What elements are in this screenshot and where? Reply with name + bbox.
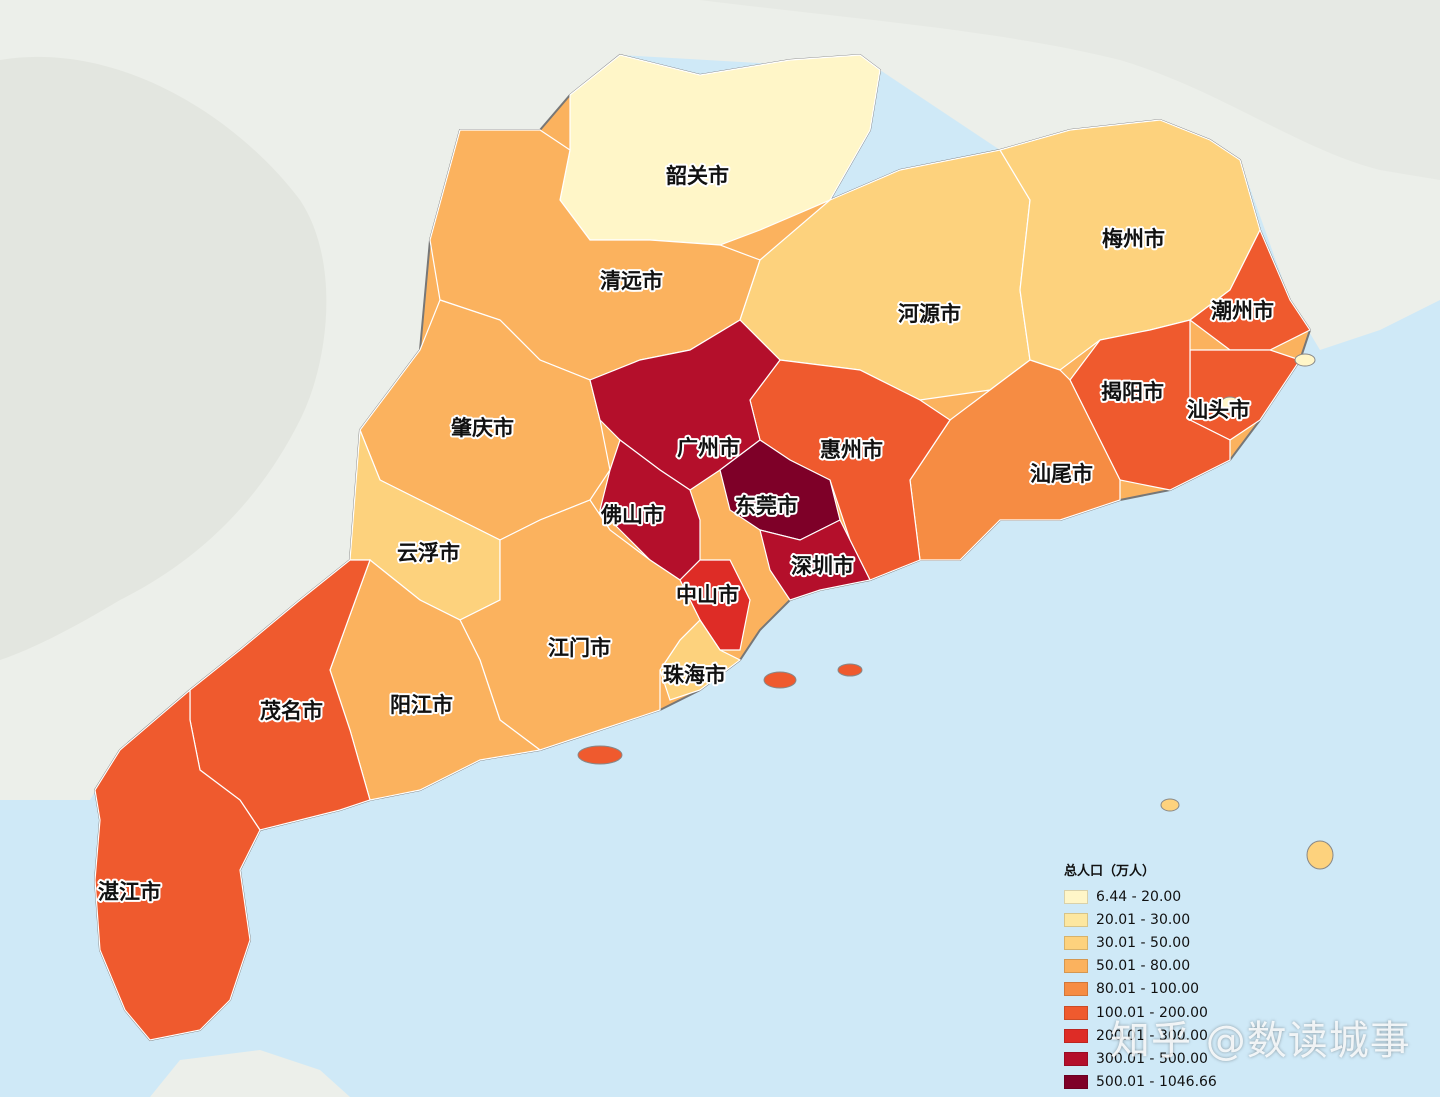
legend-label: 100.01 - 200.00 [1096, 1004, 1208, 1021]
legend-swatch [1064, 912, 1088, 927]
watermark: 知乎 @数读城事 [1110, 1018, 1411, 1064]
islands [577, 353, 1334, 870]
island [763, 671, 797, 689]
legend-item: 500.01 - 1046.66 [1064, 1071, 1284, 1094]
legend-label: 200.01 - 300.00 [1096, 1027, 1208, 1044]
city-label-maoming: 茂名市 [260, 699, 323, 723]
legend-item: 20.01 - 30.00 [1064, 908, 1284, 931]
city-label-jieyang: 揭阳市 [1101, 380, 1164, 404]
city-label-chaozhou: 潮州市 [1211, 299, 1274, 323]
island [1160, 798, 1180, 812]
legend-item: 30.01 - 50.00 [1064, 931, 1284, 954]
island [837, 663, 863, 677]
city-label-zhongshan: 中山市 [676, 583, 739, 607]
city-label-jiangmen: 江门市 [548, 636, 611, 660]
city-regions [94, 54, 1311, 1041]
region-zhanjiang [94, 688, 261, 1041]
legend-swatch [1064, 982, 1088, 997]
legend-label: 6.44 - 20.00 [1096, 888, 1182, 905]
island [1219, 396, 1241, 414]
southern-land [150, 1050, 350, 1097]
city-label-foshan: 佛山市 [600, 503, 664, 527]
legend-swatch [1064, 889, 1088, 904]
legend-swatch [1064, 1075, 1088, 1090]
city-label-huizhou: 惠州市 [820, 438, 883, 462]
city-label-zhanjiang: 湛江市 [98, 880, 161, 904]
city-label-heyuan: 河源市 [898, 302, 961, 326]
legend-item: 100.01 - 200.00 [1064, 1001, 1284, 1024]
legend-label: 50.01 - 80.00 [1096, 958, 1191, 975]
legend-label: 30.01 - 50.00 [1096, 934, 1191, 951]
city-label-dongguan: 东莞市 [735, 494, 798, 518]
legend-item: 6.44 - 20.00 [1064, 885, 1284, 908]
island [1306, 840, 1334, 870]
island [577, 745, 623, 765]
legend-label: 20.01 - 30.00 [1096, 911, 1191, 928]
city-label-qingyuan: 清远市 [600, 269, 663, 293]
city-label-guangzhou: 广州市 [677, 436, 740, 460]
legend-swatch [1064, 959, 1088, 974]
island [1294, 353, 1316, 367]
surrounding-land [0, 0, 1440, 800]
legend: 总人口（万人） 6.44 - 20.00 20.01 - 30.00 30.01 -… [1064, 860, 1284, 1094]
legend-swatch [1064, 1005, 1088, 1020]
terrain-shading-2 [700, 0, 1440, 180]
legend-label: 300.01 - 500.00 [1096, 1050, 1208, 1067]
city-label-meizhou: 梅州市 [1102, 227, 1165, 251]
legend-item: 80.01 - 100.00 [1064, 978, 1284, 1001]
legend-item: 200.01 - 300.00 [1064, 1024, 1284, 1047]
legend-item: 50.01 - 80.00 [1064, 955, 1284, 978]
city-label-shenzhen: 深圳市 [791, 554, 854, 578]
legend-swatch [1064, 1051, 1088, 1066]
city-labels: 韶关市 梅州市 清远市 河源市 潮州市 揭阳市 汕头市 肇庆市 广州市 惠州市 … [96, 162, 1276, 906]
city-label-shaoguan: 韶关市 [666, 164, 729, 188]
legend-items: 6.44 - 20.00 20.01 - 30.00 30.01 - 50.00 50… [1064, 885, 1284, 1094]
city-label-zhaoqing: 肇庆市 [451, 416, 514, 440]
city-label-yunfu: 云浮市 [397, 541, 460, 565]
terrain-shading [0, 56, 327, 660]
city-label-yangjiang: 阳江市 [390, 693, 453, 717]
city-label-zhuhai: 珠海市 [663, 663, 726, 687]
legend-swatch [1064, 1028, 1088, 1043]
legend-swatch [1064, 935, 1088, 950]
city-label-shanwei: 汕尾市 [1030, 462, 1093, 486]
legend-label: 80.01 - 100.00 [1096, 981, 1200, 998]
legend-label: 500.01 - 1046.66 [1096, 1074, 1217, 1091]
city-label-shantou: 汕头市 [1187, 398, 1250, 422]
legend-title: 总人口（万人） [1064, 864, 1156, 879]
legend-item: 300.01 - 500.00 [1064, 1047, 1284, 1070]
region-shenzhen [759, 519, 871, 601]
